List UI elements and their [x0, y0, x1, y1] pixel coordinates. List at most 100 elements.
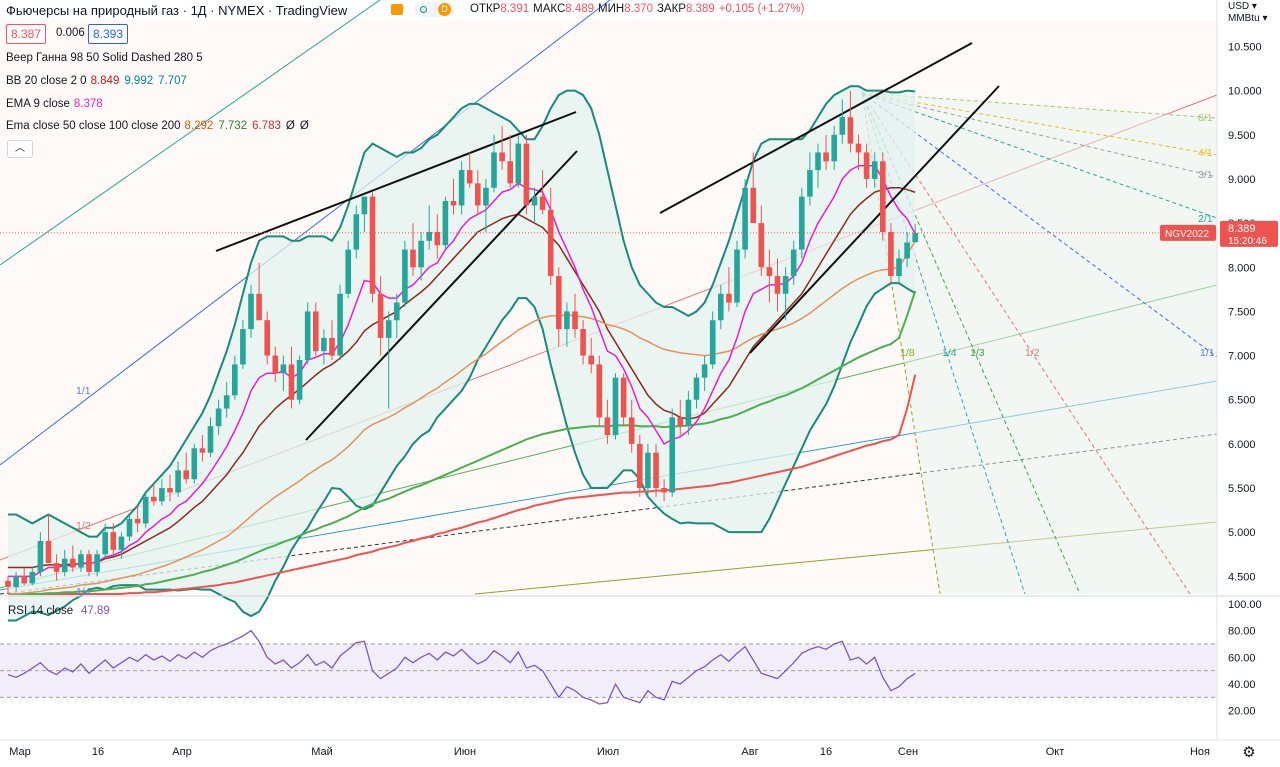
- candle-body: [361, 196, 368, 215]
- candle-body: [499, 152, 505, 162]
- ema9-line: [8, 164, 916, 578]
- indicator-row[interactable]: Веер Ганна 98 50 Solid Dashed 280 5: [6, 52, 207, 64]
- candle-body: [620, 377, 627, 418]
- price-tick-label: 7.500: [1228, 306, 1256, 318]
- candle: [677, 399, 684, 436]
- candle: [531, 187, 538, 224]
- candle-body: [304, 311, 311, 360]
- candle-body: [5, 580, 11, 587]
- candle-body: [442, 201, 449, 246]
- chart-title[interactable]: Фьючерсы на природный газ · 1Д · NYMEX ·…: [6, 2, 348, 18]
- gann-label: 8/1: [1198, 112, 1213, 124]
- candle-body: [880, 161, 886, 232]
- candle-body: [191, 448, 198, 480]
- candle-body: [766, 267, 773, 277]
- candle-body: [669, 417, 675, 493]
- candle-body: [377, 293, 384, 338]
- candle: [29, 567, 36, 586]
- candle-body: [888, 231, 894, 277]
- candle: [78, 549, 84, 572]
- candle-body: [677, 417, 684, 427]
- ohlc-key: ОТКР: [470, 3, 501, 15]
- ema100-line: [8, 290, 917, 595]
- candle: [507, 134, 513, 188]
- candle-body: [855, 143, 862, 153]
- candle-body: [345, 249, 351, 294]
- indicator-row[interactable]: Ema close 50 close 100 close 200 8.292 7.7…: [6, 120, 314, 132]
- chevron-up-icon[interactable]: ︿: [7, 140, 33, 158]
- candle-body: [847, 117, 854, 144]
- candle: [523, 134, 530, 215]
- candle: [466, 152, 473, 188]
- spread-value: 0.006: [56, 27, 85, 39]
- candle-body: [531, 196, 538, 206]
- candle-body: [418, 240, 424, 268]
- ohlc-value: 8.389: [685, 3, 715, 15]
- candle-body: [693, 377, 700, 400]
- indicator-row[interactable]: EMA 9 close 8.378: [6, 98, 108, 110]
- bb-basis-line: [8, 187, 916, 569]
- candle: [385, 311, 392, 409]
- bollinger-bands: [8, 85, 916, 622]
- candle-body: [782, 276, 789, 294]
- candle-body: [248, 293, 254, 330]
- candle: [110, 523, 117, 555]
- candle: [329, 320, 335, 360]
- market-status-badge: D: [438, 3, 451, 16]
- gann-label: 1/4: [76, 586, 91, 598]
- candle-body: [240, 329, 246, 365]
- candle: [434, 214, 441, 259]
- candle-body: [685, 399, 692, 427]
- candle: [215, 399, 222, 436]
- candle-body: [774, 276, 781, 294]
- candle-body: [709, 320, 716, 365]
- indicator-value: 7.732: [218, 120, 248, 132]
- candle: [693, 373, 700, 409]
- candle: [248, 284, 254, 338]
- candle: [402, 240, 408, 307]
- bb-fill: [8, 86, 916, 621]
- candle-body: [264, 320, 270, 356]
- candle: [70, 545, 76, 572]
- candle-body: [839, 117, 846, 135]
- candle-body: [799, 196, 805, 250]
- candle: [766, 249, 773, 303]
- candle: [483, 178, 489, 232]
- symbol-label: NGV2022: [1165, 229, 1209, 240]
- candle: [61, 549, 68, 577]
- ask-price-box[interactable]: 8.393: [88, 24, 129, 44]
- candle-body: [539, 196, 546, 210]
- candle-body: [750, 187, 756, 224]
- gear-icon[interactable]: ⚙: [1242, 744, 1255, 761]
- rsi-tick-label: 80.00: [1228, 626, 1256, 638]
- ohlc-value: 8.370: [624, 3, 653, 15]
- bb-upper-line: [8, 85, 916, 538]
- candle: [831, 125, 837, 171]
- indicator-value: Ø: [299, 120, 309, 132]
- flag-icon[interactable]: [391, 4, 403, 15]
- indicator-row[interactable]: BB 20 close 2 0 8.849 9.992 7.707: [6, 75, 192, 87]
- bid-price-box[interactable]: 8.387: [6, 24, 47, 44]
- candle: [734, 240, 740, 307]
- candle-body: [337, 293, 343, 356]
- indicator-value: 8.292: [184, 120, 214, 132]
- candle: [199, 435, 206, 462]
- candle: [5, 576, 11, 594]
- bb-lower-line: [8, 282, 916, 622]
- currency-selector[interactable]: USD ▾ MMBtu ▾: [1228, 1, 1268, 24]
- candle-body: [21, 576, 27, 584]
- candle: [264, 311, 270, 365]
- candle-body: [896, 258, 902, 277]
- candle-body: [313, 311, 319, 352]
- rsi-value: 47.89: [81, 605, 110, 617]
- ohlc-value: 8.391: [500, 3, 530, 15]
- candle: [742, 178, 748, 259]
- candle-body: [321, 337, 327, 352]
- market-status-pill[interactable]: D: [414, 2, 454, 17]
- candle-body: [807, 170, 813, 197]
- ohlc-key: ЗАКР: [656, 3, 686, 15]
- price-tick-label: 4.500: [1228, 571, 1256, 583]
- candle: [288, 346, 295, 409]
